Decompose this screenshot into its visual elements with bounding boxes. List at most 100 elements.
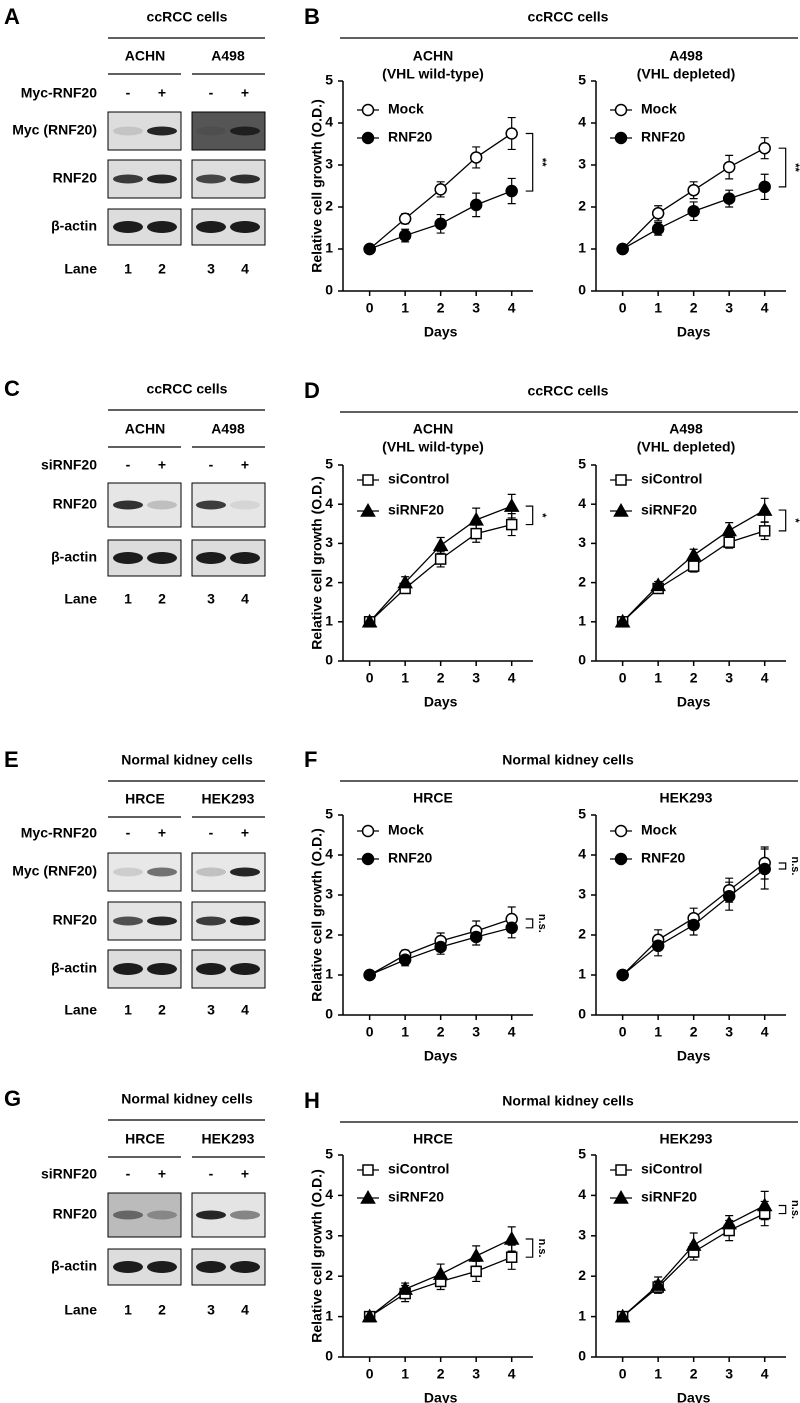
band (196, 1261, 226, 1273)
x-tick-label: 4 (761, 670, 769, 686)
x-tick-label: 0 (619, 300, 627, 316)
treatment-label: siRNF20 (41, 1166, 97, 1182)
lane-number: 3 (207, 591, 215, 607)
lane-number: 4 (241, 1002, 249, 1018)
marker (685, 547, 702, 561)
y-tick-label: 5 (325, 72, 333, 88)
legend-label: RNF20 (641, 129, 686, 145)
y-tick-label: 0 (325, 652, 333, 668)
chart-subtitle: (VHL depleted) (637, 66, 736, 82)
blot-row-label: RNF20 (53, 170, 98, 186)
significance-bracket (525, 1238, 534, 1258)
marker (614, 613, 631, 628)
lane-label: Lane (64, 1002, 97, 1018)
group-title: ccRCC cells (528, 383, 609, 399)
significance-bracket (525, 505, 534, 526)
legend-label: siControl (388, 1161, 449, 1177)
band (147, 126, 177, 136)
lane-number: 3 (207, 261, 215, 277)
x-tick-label: 4 (761, 1024, 769, 1040)
lane-number: 4 (241, 261, 249, 277)
panel-letter: A (4, 4, 20, 29)
marker (398, 953, 412, 967)
treatment-label: Myc-RNF20 (21, 825, 97, 841)
x-tick-label: 2 (690, 300, 698, 316)
blot-title: ccRCC cells (147, 381, 228, 397)
band (230, 867, 260, 877)
x-tick-label: 4 (508, 1366, 516, 1382)
band (147, 174, 177, 184)
marker (651, 939, 665, 953)
group-title: Normal kidney cells (502, 752, 634, 768)
y-axis-label: Relative cell growth (O.D.) (309, 828, 325, 1001)
blot-row-label: β-actin (51, 218, 97, 234)
marker (434, 553, 447, 565)
y-tick-label: 4 (325, 1186, 333, 1202)
band (196, 1210, 226, 1220)
chart-subtitle: (VHL depleted) (637, 439, 736, 455)
blot-title: Normal kidney cells (121, 1091, 253, 1107)
band (196, 174, 226, 184)
chart-subtitle: (VHL wild-type) (382, 439, 484, 455)
chart-title: HEK293 (660, 1131, 713, 1147)
x-tick-label: 1 (654, 1366, 662, 1382)
y-tick-label: 3 (325, 1227, 333, 1243)
x-tick-label: 2 (437, 1366, 445, 1382)
legend-marker (360, 502, 376, 517)
marker (756, 502, 773, 516)
y-tick-label: 5 (578, 1146, 586, 1162)
x-tick-label: 0 (366, 670, 374, 686)
band (230, 221, 260, 233)
band (113, 916, 143, 926)
marker (722, 192, 736, 205)
y-tick-label: 4 (325, 846, 333, 862)
y-tick-label: 5 (578, 806, 586, 822)
blot-row-label: RNF20 (53, 496, 98, 512)
chart-title: HEK293 (660, 790, 713, 806)
treatment-label: Myc-RNF20 (21, 85, 97, 101)
blot-title: ccRCC cells (147, 9, 228, 25)
marker (614, 1308, 631, 1323)
treatment-sign: - (209, 825, 214, 841)
legend-marker (613, 1189, 629, 1204)
y-tick-label: 0 (578, 282, 586, 298)
marker (505, 127, 518, 140)
legend-marker (614, 824, 628, 838)
marker (687, 204, 700, 218)
marker (756, 1197, 773, 1212)
legend-label: siRNF20 (388, 502, 444, 518)
significance-label: ** (789, 163, 800, 172)
x-tick-label: 4 (508, 300, 516, 316)
legend-marker (362, 474, 374, 486)
lane-number: 1 (124, 1002, 132, 1018)
x-tick-label: 2 (437, 670, 445, 686)
legend-label: RNF20 (388, 129, 433, 145)
marker (758, 862, 771, 876)
lane-number: 1 (124, 1302, 132, 1318)
cell-line: A498 (211, 48, 245, 64)
x-tick-label: 2 (437, 300, 445, 316)
chart-title: ACHN (413, 48, 453, 64)
marker (468, 511, 484, 526)
band (147, 500, 177, 510)
series-line (622, 1212, 765, 1318)
y-tick-label: 3 (578, 156, 586, 172)
legend-marker (362, 1164, 374, 1176)
band (196, 916, 226, 926)
x-axis-label: Days (424, 1390, 458, 1403)
band (147, 221, 177, 233)
y-tick-label: 1 (578, 966, 586, 982)
x-tick-label: 1 (654, 300, 662, 316)
lane-number: 2 (158, 1302, 166, 1318)
lane-number: 1 (124, 261, 132, 277)
y-tick-label: 1 (578, 613, 586, 629)
x-axis-label: Days (424, 1048, 458, 1064)
y-tick-label: 2 (578, 198, 586, 214)
treatment-sign: - (126, 1166, 131, 1182)
blot-row-label: β-actin (51, 960, 97, 976)
band (230, 1261, 260, 1273)
band (147, 916, 177, 926)
treatment-sign: + (241, 825, 249, 841)
x-tick-label: 3 (725, 670, 733, 686)
panel-letter: E (4, 747, 19, 772)
